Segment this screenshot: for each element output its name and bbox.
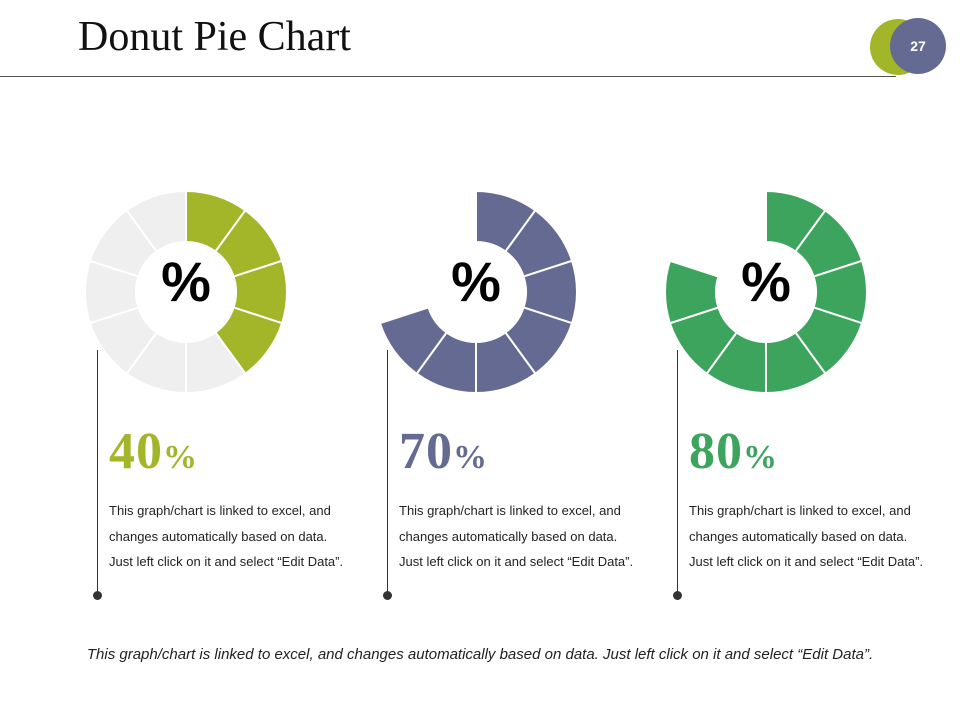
donut-panel-1: % 40% This graph/chart is linked to exce… bbox=[84, 189, 344, 610]
title-divider bbox=[0, 76, 896, 77]
donut-panel-2: % 70% This graph/chart is linked to exce… bbox=[374, 189, 634, 610]
connector-dot-2 bbox=[383, 591, 392, 600]
percent-value-1: 40% bbox=[109, 422, 197, 481]
donut-chart-1 bbox=[84, 189, 288, 395]
donut-chart-2 bbox=[378, 189, 578, 395]
description-text-1: This graph/chart is linked to excel, and… bbox=[109, 503, 344, 569]
connector-line-1 bbox=[97, 350, 98, 596]
slide-title: Donut Pie Chart bbox=[78, 14, 351, 60]
percent-value-3: 80% bbox=[689, 422, 777, 481]
description-text-3: This graph/chart is linked to excel, and… bbox=[689, 503, 924, 569]
percent-number-3: 80 bbox=[689, 423, 743, 480]
percent-value-2: 70% bbox=[399, 422, 487, 481]
connector-line-2 bbox=[387, 350, 388, 596]
donut-center-symbol-3: % bbox=[741, 250, 791, 313]
connector-line-3 bbox=[677, 350, 678, 596]
donut-chart-3 bbox=[664, 189, 868, 395]
donut-segment-filled-3-8 bbox=[664, 259, 720, 325]
donut-segment-empty-1-10 bbox=[125, 189, 187, 253]
description-text-2: This graph/chart is linked to excel, and… bbox=[399, 503, 634, 569]
connector-dot-3 bbox=[673, 591, 682, 600]
donut-segment-filled-2-7 bbox=[378, 306, 449, 376]
badge-front-circle: 27 bbox=[890, 18, 946, 74]
footer-note: This graph/chart is linked to excel, and… bbox=[86, 646, 874, 663]
percent-sign-2: % bbox=[453, 439, 487, 476]
page-number-badge: 27 bbox=[870, 18, 946, 76]
percent-sign-1: % bbox=[163, 439, 197, 476]
percent-number-2: 70 bbox=[399, 423, 453, 480]
donut-center-symbol-2: % bbox=[451, 250, 501, 313]
percent-number-1: 40 bbox=[109, 423, 163, 480]
page-number: 27 bbox=[910, 38, 926, 54]
donut-center-symbol-1: % bbox=[161, 250, 211, 313]
donut-panel-3: % 80% This graph/chart is linked to exce… bbox=[664, 189, 924, 610]
connector-dot-1 bbox=[93, 591, 102, 600]
percent-sign-3: % bbox=[743, 439, 777, 476]
